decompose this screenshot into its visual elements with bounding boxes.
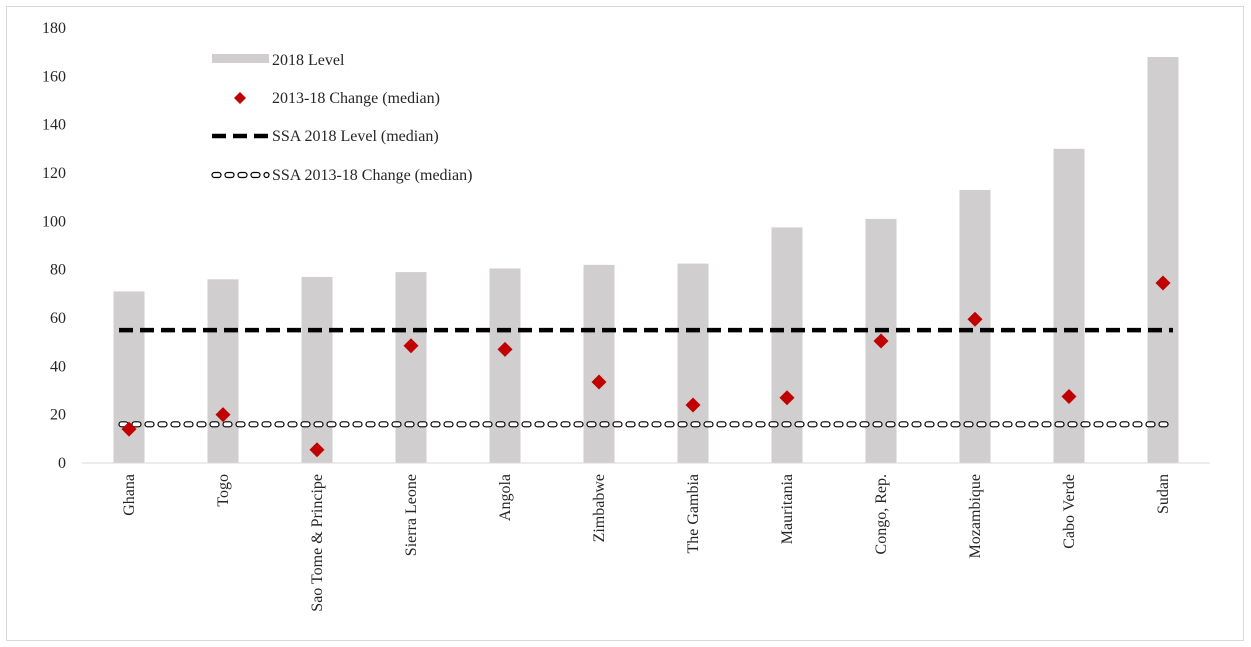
y-tick-label: 40 [50,358,66,375]
legend-swatch-level [212,54,269,63]
bar [1053,148,1085,464]
x-tick-label: Sierra Leone [403,474,420,556]
change-marker [1155,275,1171,291]
x-tick-label: Congo, Rep. [873,474,890,554]
x-tick-label: Mozambique [967,474,984,558]
legend-label: SSA 2018 Level (median) [272,128,439,145]
x-tick-label: Sao Tome & Principe [309,474,326,612]
y-tick-label: 20 [50,407,66,424]
x-tick-label: Mauritania [779,474,796,544]
y-tick-label: 60 [50,310,66,327]
y-tick-label: 100 [42,213,66,230]
x-tick-label: Togo [215,474,232,507]
legend-swatch-change [234,92,246,104]
chart-frame [6,6,1244,641]
x-tick-label: Cabo Verde [1061,474,1078,549]
change-marker [779,390,795,406]
legend-label: SSA 2013-18 Change (median) [272,167,472,184]
change-marker [121,421,137,437]
change-marker [685,397,701,413]
x-axis-labels: Ghana Togo Sao Tome & Principe Sierra Leone… [121,474,1172,612]
bar [489,268,521,463]
x-tick-label: Ghana [121,474,138,516]
y-tick-label: 80 [50,262,66,279]
y-tick-label: 0 [58,455,66,472]
bar [1147,57,1179,463]
bar-series [113,57,1179,464]
bar [395,272,427,463]
marker-series [121,275,1171,458]
x-tick-label: Zimbabwe [591,474,608,542]
bar [207,279,239,463]
change-marker [215,407,231,423]
legend-label: 2018 Level [272,52,345,69]
legend: 2018 Level 2013-18 Change (median) SSA 201… [211,52,472,184]
legend-swatch-median-change [211,171,270,179]
x-tick-label: The Gambia [685,474,702,554]
bar [771,227,803,463]
median-change-line [118,421,1169,428]
change-marker [403,338,419,354]
y-tick-label: 140 [42,117,66,134]
y-tick-label: 160 [42,68,66,85]
change-marker [1061,389,1077,405]
bar [301,276,333,463]
y-axis-ticks: 0 20 40 60 80 100 120 140 160 180 [42,20,66,472]
x-tick-label: Angola [497,474,514,521]
y-tick-label: 180 [42,20,66,37]
x-tick-label: Sudan [1155,474,1172,514]
change-marker [591,374,607,390]
bar [677,263,709,463]
change-marker [873,333,889,349]
bar [583,264,615,463]
change-marker [497,341,513,357]
y-tick-label: 120 [42,165,66,182]
change-marker [309,442,325,458]
change-marker [967,311,983,327]
bar [113,291,145,463]
median-lines [118,327,1173,428]
legend-label: 2013-18 Change (median) [272,90,440,107]
